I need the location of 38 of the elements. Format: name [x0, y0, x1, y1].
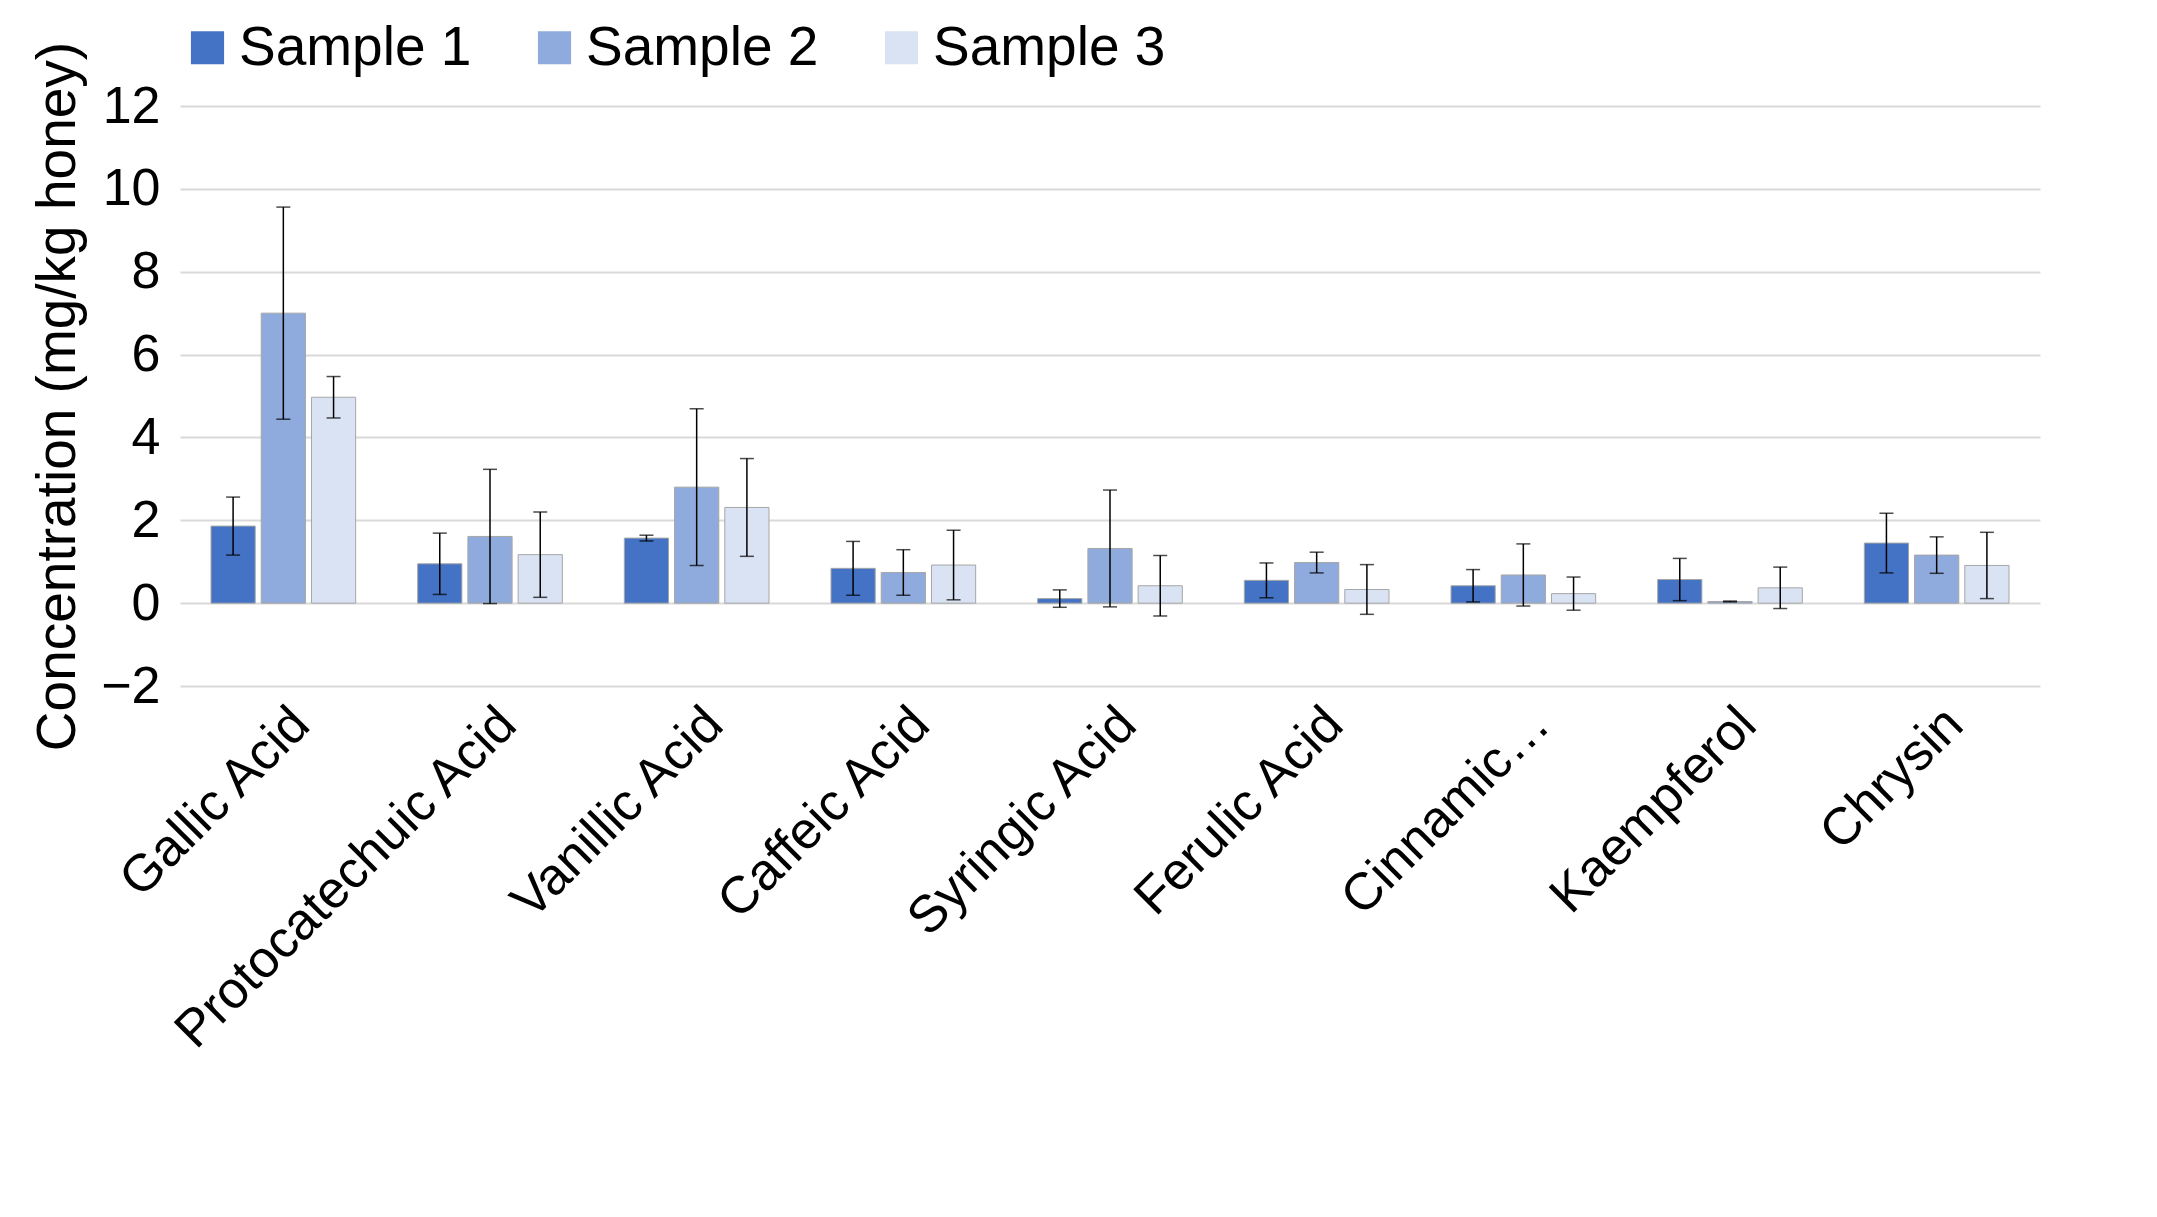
bar [623, 537, 670, 604]
bar [417, 563, 463, 604]
bar [1294, 562, 1340, 604]
bar [724, 506, 770, 604]
y-tick-label: 8 [131, 241, 161, 300]
bar [1500, 574, 1546, 604]
y-tick-label: 0 [131, 572, 161, 631]
bar [310, 396, 357, 604]
bar [1964, 564, 2010, 604]
bar [930, 564, 977, 604]
bar [210, 525, 256, 604]
bar [1450, 585, 1496, 604]
bar [1863, 542, 1910, 604]
bar [1243, 579, 1290, 604]
legend-label: Sample 3 [933, 14, 1166, 77]
bar [467, 535, 513, 604]
bar [1657, 579, 1703, 604]
y-tick-label: 10 [102, 158, 161, 217]
y-tick-label: 2 [131, 489, 161, 548]
bar [517, 554, 563, 604]
bar [1087, 547, 1133, 604]
legend-label: Sample 2 [586, 14, 819, 77]
legend-label: Sample 1 [239, 14, 472, 77]
bar [674, 486, 720, 604]
bar [880, 571, 926, 604]
bar [1137, 585, 1183, 604]
y-tick-label: 6 [131, 324, 161, 383]
y-tick-label: 12 [102, 75, 161, 134]
bar [1037, 598, 1083, 604]
y-tick-label: 4 [131, 406, 161, 465]
y-tick-label: −2 [101, 655, 161, 714]
bar [260, 312, 306, 604]
bar [1914, 554, 1960, 604]
bar [1344, 588, 1390, 604]
y-axis-title: Concentration (mg/kg honey) [25, 41, 88, 752]
bar [830, 567, 876, 604]
bar [1757, 587, 1803, 604]
bar [1550, 593, 1597, 604]
